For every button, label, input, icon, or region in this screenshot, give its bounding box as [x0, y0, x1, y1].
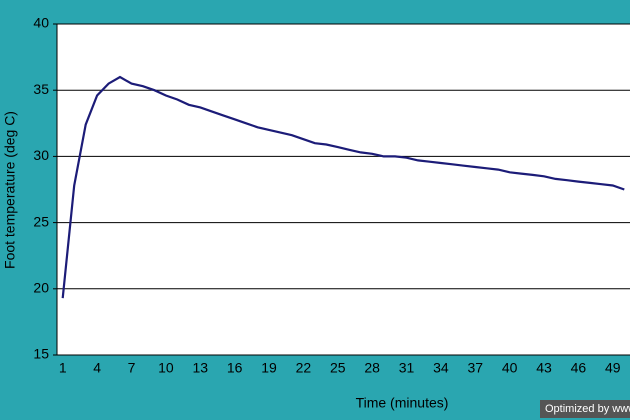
x-tick-label: 46	[571, 360, 587, 376]
x-tick-label: 10	[158, 360, 174, 376]
y-tick-label: 25	[33, 213, 49, 229]
data-line	[61, 75, 625, 299]
y-tick-label: 20	[33, 280, 49, 296]
x-tick-label: 34	[433, 360, 449, 376]
y-axis-title: Foot temperature (deg C)	[2, 111, 18, 269]
x-tick-label: 40	[502, 360, 518, 376]
x-tick-label: 37	[468, 360, 484, 376]
x-tick-label: 31	[399, 360, 415, 376]
y-tick-label: 40	[33, 15, 49, 31]
x-axis-title: Time (minutes)	[356, 395, 449, 411]
x-tick-label: 49	[605, 360, 621, 376]
x-tick-label: 19	[261, 360, 277, 376]
x-tick-label: 16	[227, 360, 243, 376]
watermark-box	[540, 400, 630, 418]
y-tick-label: 15	[33, 346, 49, 362]
plot-area	[56, 23, 630, 356]
watermark: Optimized by www	[545, 403, 630, 415]
x-tick-label: 7	[128, 360, 136, 376]
x-tick-label: 22	[296, 360, 312, 376]
x-tick-label: 4	[93, 360, 101, 376]
x-tick-label: 25	[330, 360, 346, 376]
x-tick-label: 28	[364, 360, 380, 376]
x-tick-label: 13	[192, 360, 208, 376]
x-tick-label: 1	[59, 360, 67, 376]
y-tick-label: 30	[33, 147, 49, 163]
y-tick-label: 35	[33, 81, 49, 97]
x-tick-label: 43	[536, 360, 552, 376]
